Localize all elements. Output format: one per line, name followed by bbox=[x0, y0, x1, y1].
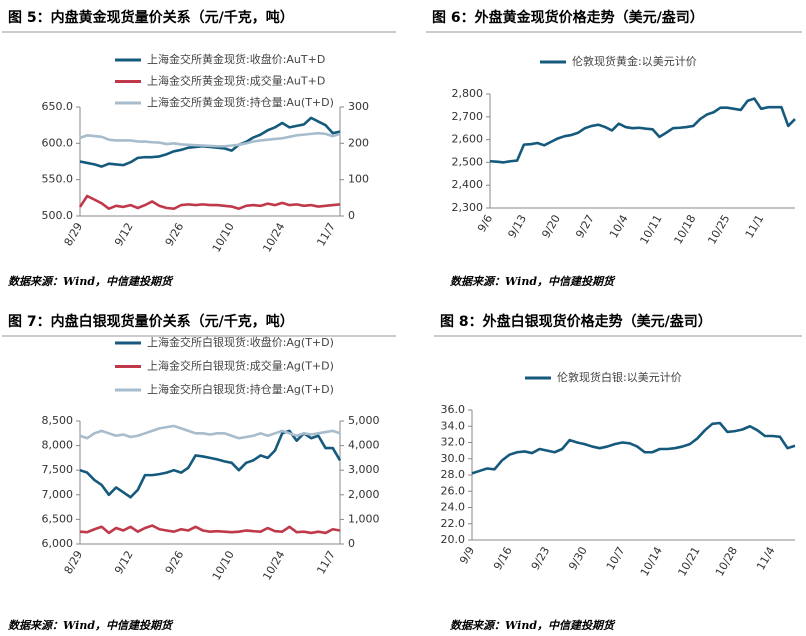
legend-label: 伦敦现货白银:以美元计价 bbox=[557, 370, 682, 384]
y2-tick-label: 0 bbox=[348, 537, 355, 550]
x-tick-label: 9/26 bbox=[163, 221, 187, 249]
y2-tick-label: 5,000 bbox=[348, 414, 380, 427]
x-tick-label: 9/16 bbox=[491, 545, 515, 573]
legend-label: 上海金交所黄金现货:持仓量:Au(T+D) bbox=[147, 95, 334, 109]
y-tick-label: 26.0 bbox=[441, 484, 466, 497]
y-tick-label: 6,000 bbox=[42, 537, 74, 550]
y-tick-label: 650.0 bbox=[42, 100, 74, 113]
y-tick-label: 600.0 bbox=[42, 136, 74, 149]
y-tick-label: 2,400 bbox=[452, 178, 484, 191]
x-tick-label: 10/24 bbox=[260, 221, 287, 255]
x-tick-label: 9/9 bbox=[457, 544, 477, 566]
y2-tick-label: 0 bbox=[348, 209, 355, 222]
chart-title: 图 6：外盘黄金现货价格走势（美元/盎司） bbox=[432, 9, 704, 26]
y2-tick-label: 300 bbox=[348, 100, 369, 113]
chart-title: 图 8：外盘白银现货价格走势（美元/盎司） bbox=[440, 313, 712, 330]
series-line bbox=[471, 421, 796, 475]
y2-tick-label: 4,000 bbox=[348, 439, 380, 452]
y-tick-label: 24.0 bbox=[441, 501, 466, 514]
legend-label: 上海金交所黄金现货:收盘价:AuT+D bbox=[147, 52, 325, 66]
x-tick-label: 10/24 bbox=[260, 549, 287, 583]
y-tick-label: 500.0 bbox=[42, 209, 74, 222]
y-tick-label: 550.0 bbox=[42, 173, 74, 186]
x-tick-label: 10/14 bbox=[638, 545, 665, 579]
x-tick-label: 11/1 bbox=[743, 213, 767, 241]
x-tick-label: 11/4 bbox=[754, 545, 778, 573]
y2-tick-label: 100 bbox=[348, 173, 369, 186]
x-tick-label: 10/10 bbox=[210, 549, 237, 583]
y-tick-label: 8,000 bbox=[42, 439, 74, 452]
x-tick-label: 10/10 bbox=[210, 221, 237, 255]
y-tick-label: 30.0 bbox=[441, 452, 466, 465]
y-tick-label: 7,500 bbox=[42, 463, 74, 476]
y-tick-label: 34.0 bbox=[441, 419, 466, 432]
x-tick-label: 9/23 bbox=[529, 545, 553, 573]
chart-title: 图 5：内盘黄金现货量价关系（元/千克，吨） bbox=[8, 9, 294, 26]
y-tick-label: 28.0 bbox=[441, 468, 466, 481]
x-tick-label: 9/30 bbox=[566, 545, 590, 573]
y-tick-label: 6,500 bbox=[42, 512, 74, 525]
chart-title: 图 7：内盘白银现货量价关系（元/千克，吨） bbox=[8, 313, 294, 330]
x-tick-label: 8/29 bbox=[62, 221, 86, 249]
x-tick-label: 9/12 bbox=[112, 221, 136, 249]
x-tick-label: 10/18 bbox=[671, 213, 698, 247]
y-tick-label: 22.0 bbox=[441, 517, 466, 530]
x-tick-label: 11/7 bbox=[314, 221, 338, 249]
y-tick-label: 2,300 bbox=[452, 201, 484, 214]
x-tick-label: 11/7 bbox=[314, 549, 338, 577]
y-tick-label: 2,600 bbox=[452, 133, 484, 146]
legend-label: 上海金交所白银现货:成交量:Ag(T+D) bbox=[147, 359, 334, 373]
source-note: 数据来源：Wind，中信建投期货 bbox=[450, 619, 616, 632]
x-tick-label: 9/26 bbox=[163, 549, 187, 577]
x-tick-label: 10/21 bbox=[675, 545, 702, 579]
x-tick-label: 9/27 bbox=[573, 213, 597, 241]
series-line bbox=[79, 116, 341, 168]
x-tick-label: 9/13 bbox=[505, 213, 529, 241]
legend-label: 上海金交所白银现货:持仓量:Ag(T+D) bbox=[147, 382, 334, 396]
x-tick-label: 9/12 bbox=[112, 549, 136, 577]
series-line bbox=[78, 194, 341, 211]
x-tick-label: 10/25 bbox=[705, 213, 732, 247]
x-tick-label: 10/28 bbox=[713, 545, 740, 579]
x-tick-label: 9/6 bbox=[475, 212, 495, 234]
y2-tick-label: 2,000 bbox=[348, 488, 380, 501]
y-tick-label: 2,700 bbox=[452, 110, 484, 123]
series-line bbox=[489, 97, 796, 164]
x-tick-label: 10/7 bbox=[604, 545, 628, 573]
series-line bbox=[79, 131, 341, 148]
y-tick-label: 8,500 bbox=[42, 414, 74, 427]
x-tick-label: 8/29 bbox=[62, 549, 86, 577]
y-tick-label: 36.0 bbox=[441, 403, 466, 416]
y-tick-label: 2,800 bbox=[452, 87, 484, 100]
legend-label: 上海金交所黄金现货:成交量:AuT+D bbox=[147, 74, 325, 88]
source-note: 数据来源：Wind，中信建投期货 bbox=[8, 275, 174, 288]
source-note: 数据来源：Wind，中信建投期货 bbox=[450, 275, 616, 288]
y-tick-label: 2,500 bbox=[452, 155, 484, 168]
source-note: 数据来源：Wind，中信建投期货 bbox=[8, 619, 174, 632]
y-tick-label: 7,000 bbox=[42, 488, 74, 501]
x-tick-label: 10/11 bbox=[638, 213, 665, 247]
series-line bbox=[79, 429, 342, 499]
legend-label: 上海金交所白银现货:收盘价:Ag(T+D) bbox=[147, 335, 334, 349]
legend-label: 伦敦现货黄金:以美元计价 bbox=[572, 54, 697, 68]
y2-tick-label: 1,000 bbox=[348, 512, 380, 525]
y-tick-label: 32.0 bbox=[441, 436, 466, 449]
y2-tick-label: 200 bbox=[348, 136, 369, 149]
y-tick-label: 20.0 bbox=[441, 533, 466, 546]
y2-tick-label: 3,000 bbox=[348, 463, 380, 476]
x-tick-label: 10/4 bbox=[607, 213, 631, 241]
series-line bbox=[79, 424, 341, 440]
x-tick-label: 9/20 bbox=[539, 213, 563, 241]
series-line bbox=[79, 524, 341, 535]
